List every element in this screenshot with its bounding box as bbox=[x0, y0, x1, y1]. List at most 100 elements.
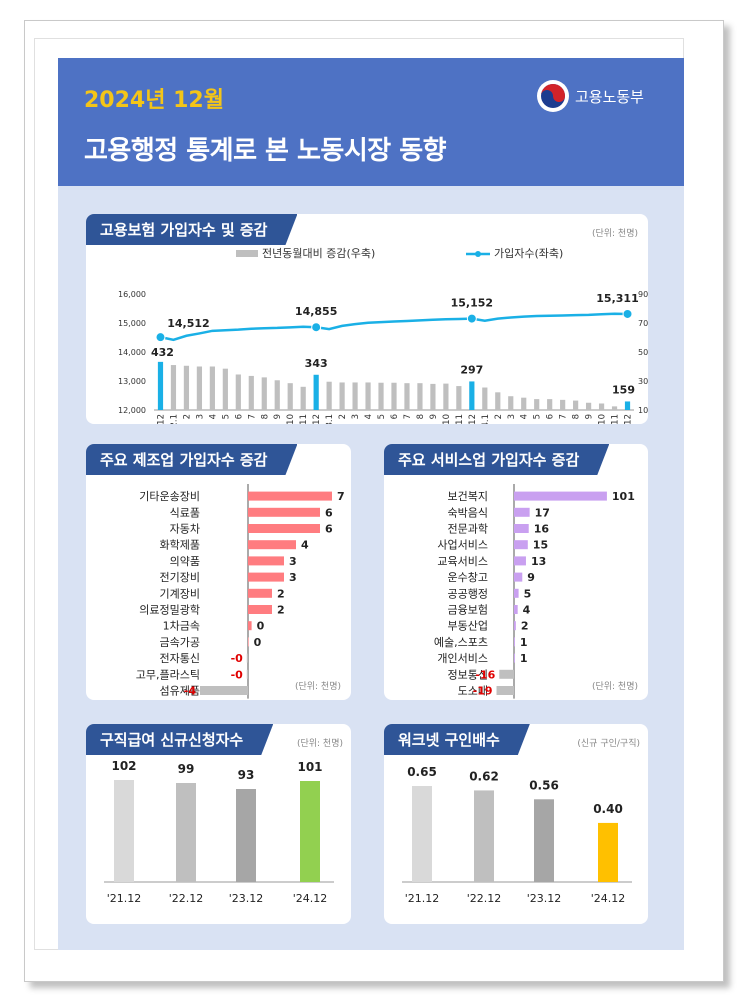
increase-bar bbox=[274, 380, 280, 410]
value-label: 102 bbox=[111, 759, 136, 773]
category-label: 전문과학 bbox=[448, 523, 488, 536]
value-bar bbox=[248, 637, 249, 647]
increase-bar bbox=[157, 361, 164, 410]
category-label: 교육서비스 bbox=[437, 555, 488, 568]
value-bar bbox=[248, 556, 284, 566]
increase-bar bbox=[378, 382, 384, 410]
increase-bar bbox=[326, 381, 332, 410]
value-bar bbox=[248, 621, 252, 631]
value-label: 1 bbox=[520, 652, 528, 665]
category-label: 보건복지 bbox=[448, 490, 488, 503]
value-bar bbox=[176, 783, 196, 882]
value-label: 2 bbox=[277, 604, 285, 617]
left-axis-tick: 14,000 bbox=[118, 348, 146, 357]
x-tick-label: 7 bbox=[403, 414, 413, 419]
jobseeker-chart: 102 '21.12 99 '22.12 93 '23.12 101 '24.12 bbox=[104, 759, 334, 905]
value-label: -0 bbox=[231, 668, 244, 681]
value-bar bbox=[200, 686, 248, 695]
category-label: 전자통신 bbox=[160, 652, 200, 665]
value-bar bbox=[474, 790, 494, 882]
increase-bar bbox=[261, 377, 267, 410]
increase-bar bbox=[417, 383, 423, 410]
increase-bar bbox=[598, 403, 605, 410]
x-tick-label: 7 bbox=[559, 414, 569, 419]
value-bar bbox=[514, 621, 516, 631]
value-bar bbox=[514, 572, 523, 582]
value-label: 0.65 bbox=[407, 765, 437, 779]
content-area: 고용보험 가입자수 및 증감 (단위: 천명) 전년동월대비 증감(우축) 가입자… bbox=[58, 186, 684, 950]
legend-line-label: 가입자수(좌축) bbox=[494, 247, 563, 260]
value-label: 4 bbox=[301, 539, 309, 552]
increase-bar bbox=[183, 365, 190, 410]
value-bar bbox=[248, 588, 272, 598]
category-label: 금융보험 bbox=[448, 604, 488, 617]
category-label: 고무,플라스틱 bbox=[136, 668, 200, 681]
value-bar bbox=[248, 605, 272, 614]
increase-bar bbox=[196, 366, 203, 410]
insurance-chart: 전년동월대비 증감(우축) 가입자수(좌축) 16,000 15,000 14,000 1… bbox=[118, 247, 648, 424]
worknet-section-title: 워크넷 구인배수 bbox=[384, 724, 530, 755]
value-label: 0.40 bbox=[593, 802, 623, 816]
left-axis-tick: 13,000 bbox=[118, 377, 146, 386]
value-label: 0 bbox=[257, 620, 265, 633]
value-bar bbox=[499, 669, 514, 679]
increase-bar bbox=[534, 399, 540, 410]
x-tick-label: 2 bbox=[338, 414, 348, 419]
value-label: 1 bbox=[520, 636, 528, 649]
increase-bar bbox=[300, 386, 306, 410]
x-tick-label: 6 bbox=[390, 414, 400, 419]
value-bar bbox=[514, 524, 529, 533]
value-bar bbox=[248, 572, 284, 582]
category-label: 화학제품 bbox=[160, 539, 200, 552]
increase-bar bbox=[560, 399, 566, 410]
x-tick-label: 11 bbox=[455, 414, 465, 424]
right-axis-tick: 300 bbox=[638, 377, 648, 386]
x-tick-label: 9 bbox=[429, 414, 439, 419]
value-label: 99 bbox=[178, 762, 195, 776]
header: 2024년 12월 고용행정 통계로 본 노동시장 동향 고용노동부 bbox=[58, 58, 684, 186]
increase-bar bbox=[585, 402, 592, 410]
x-tick-label: 5 bbox=[377, 414, 387, 419]
value-label: 101 bbox=[297, 760, 322, 774]
increase-bar bbox=[430, 383, 436, 410]
right-axis-tick: 100 bbox=[638, 406, 648, 415]
x-tick-label: 8 bbox=[416, 414, 426, 419]
value-label: 16 bbox=[534, 523, 550, 536]
subscribers-marker bbox=[155, 332, 166, 343]
value-label: 101 bbox=[612, 490, 635, 503]
value-bar bbox=[514, 605, 518, 614]
data-label: 15,311 bbox=[596, 292, 638, 305]
value-label: 0.62 bbox=[469, 769, 499, 783]
value-label: 13 bbox=[531, 555, 546, 568]
increase-bar bbox=[352, 382, 358, 410]
data-label: 297 bbox=[460, 363, 483, 376]
x-tick-label: 7 bbox=[247, 414, 257, 419]
worknet-unit: (신규 구인/구직) bbox=[577, 739, 640, 749]
category-label: 도소매 bbox=[458, 685, 488, 698]
value-label: 15 bbox=[533, 539, 548, 552]
ministry-logo: 고용노동부 bbox=[536, 80, 644, 112]
increase-bar bbox=[248, 375, 254, 410]
category-label: 의약품 bbox=[170, 554, 200, 568]
category-label: 기타운송장비 bbox=[139, 490, 200, 503]
value-bar bbox=[514, 556, 526, 566]
left-axis-tick: 12,000 bbox=[118, 406, 146, 415]
legend-bar-label: 전년동월대비 증감(우축) bbox=[262, 247, 375, 260]
x-tick-label: 10 bbox=[598, 414, 608, 424]
jobseeker-card: 구직급여 신규신청자수 (단위: 천명) 102 '21.12 99 '22.12 93… bbox=[86, 724, 351, 924]
value-bar bbox=[514, 653, 515, 663]
page-title: 고용행정 통계로 본 노동시장 동향 bbox=[84, 136, 447, 166]
value-bar bbox=[248, 507, 320, 517]
x-tick-label: 11 bbox=[611, 414, 621, 424]
value-bar bbox=[248, 540, 296, 550]
category-label: 전기장비 bbox=[160, 571, 200, 584]
increase-bar bbox=[456, 386, 462, 410]
worknet-card: 워크넷 구인배수 (신규 구인/구직) 0.65 '21.12 0.62 '22.12… bbox=[384, 724, 648, 924]
increase-bar bbox=[339, 382, 345, 410]
category-label: 기계장비 bbox=[160, 587, 200, 600]
value-label: 6 bbox=[325, 506, 333, 519]
x-tick-label: 2 bbox=[494, 414, 504, 419]
x-tick-label: '24.1 bbox=[481, 414, 491, 424]
value-bar bbox=[246, 653, 248, 663]
